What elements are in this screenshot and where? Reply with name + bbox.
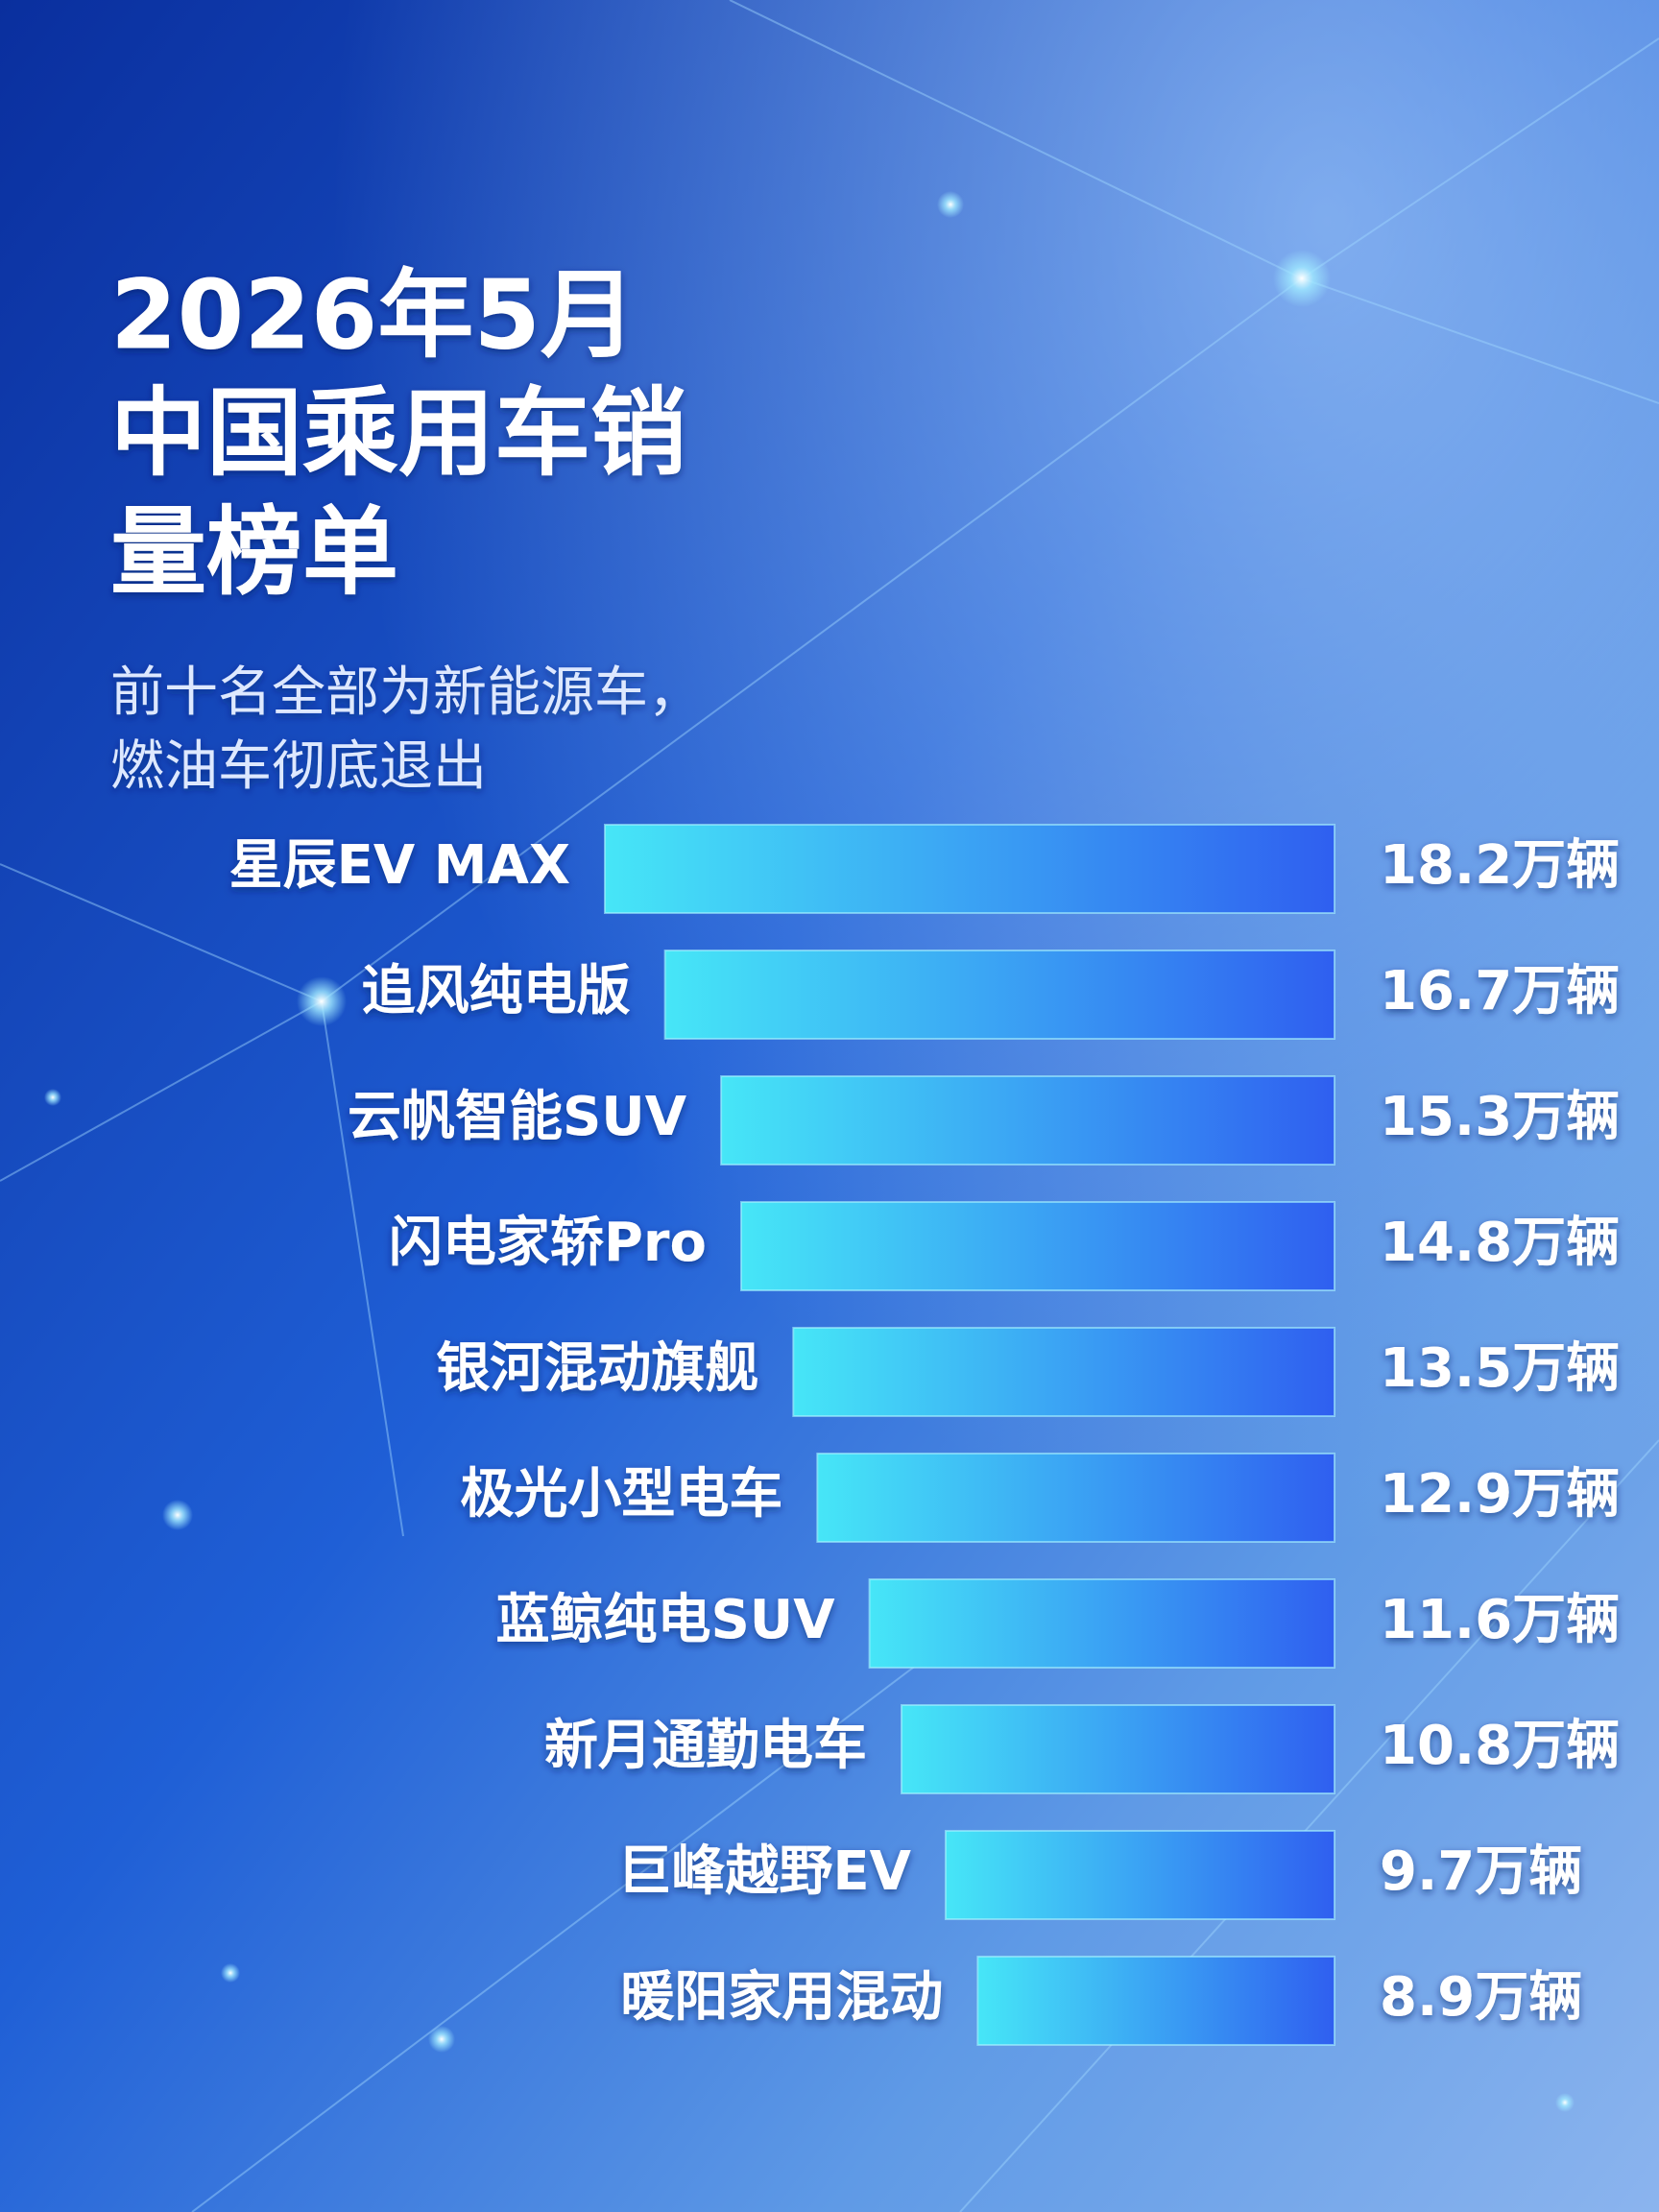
value-label: 9.7万辆: [1380, 1840, 1582, 1903]
bar: [868, 1578, 1335, 1669]
title-block: 2026年5月 中国乘用车销 量榜单: [110, 258, 686, 608]
category-label: 星辰EV MAX: [229, 834, 570, 897]
value-label: 12.9万辆: [1380, 1463, 1620, 1526]
bar: [739, 1201, 1335, 1291]
chart-title: 量榜单: [110, 495, 398, 608]
subtitle: 燃油车彻底退出: [110, 735, 487, 798]
value-label: 18.2万辆: [1380, 834, 1620, 897]
category-label: 新月通勤电车: [544, 1715, 867, 1777]
category-label: 银河混动旗舰: [436, 1337, 758, 1400]
category-label: 闪电家轿Pro: [389, 1212, 707, 1274]
value-label: 10.8万辆: [1380, 1715, 1620, 1777]
category-label: 云帆智能SUV: [348, 1086, 687, 1148]
subtitle: 前十名全部为新能源车，: [110, 661, 702, 724]
value-label: 8.9万辆: [1380, 1966, 1582, 2029]
bar: [944, 1830, 1335, 1920]
category-label: 巨峰越野EV: [617, 1840, 911, 1903]
category-label: 蓝鲸纯电SUV: [495, 1589, 835, 1651]
value-label: 15.3万辆: [1380, 1086, 1620, 1148]
bar: [720, 1075, 1335, 1166]
subtitle-block: 前十名全部为新能源车， 燃油车彻底退出: [110, 661, 702, 798]
bar: [663, 950, 1335, 1040]
category-label: 暖阳家用混动: [620, 1966, 943, 2029]
bar: [604, 824, 1335, 914]
chart-title: 2026年5月: [110, 258, 637, 371]
bar: [792, 1327, 1335, 1417]
bar: [816, 1453, 1335, 1543]
value-label: 13.5万辆: [1380, 1337, 1620, 1400]
value-label: 16.7万辆: [1380, 960, 1620, 1022]
decor-dots: [44, 191, 1575, 2112]
value-label: 14.8万辆: [1380, 1212, 1620, 1274]
value-label: 11.6万辆: [1380, 1589, 1620, 1651]
bar: [901, 1704, 1335, 1794]
bar: [976, 1956, 1335, 2046]
category-label: 追风纯电版: [362, 960, 631, 1022]
category-label: 极光小型电车: [460, 1463, 782, 1526]
chart-title: 中国乘用车销: [110, 376, 686, 489]
